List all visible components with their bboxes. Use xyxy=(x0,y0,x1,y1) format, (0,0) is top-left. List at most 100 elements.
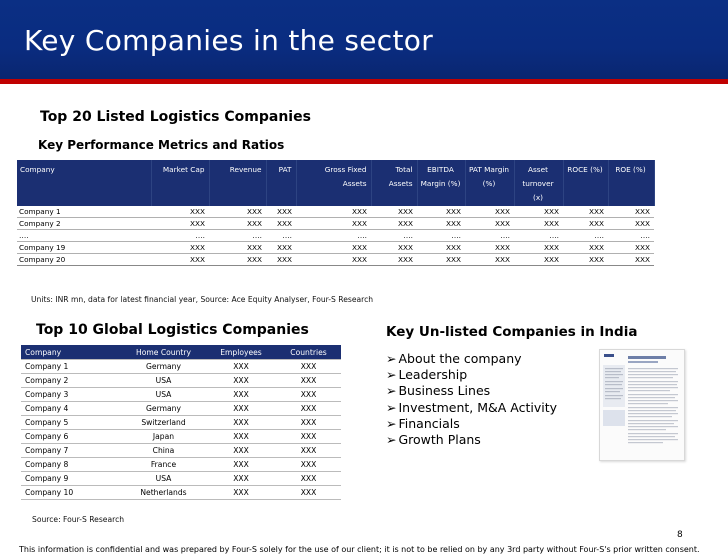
table-cell: XXX xyxy=(266,241,296,254)
table-row: Company 2 XXX XXX XXX XXX XXX XXX XXX XXX XXX XXX xyxy=(17,217,654,230)
company-name-cell: Company 5 xyxy=(21,415,121,430)
table-cell: XXX xyxy=(209,217,266,230)
table-row: Company 5 Switzerland XXX XXX xyxy=(21,415,341,430)
table-cell: XXX xyxy=(417,241,465,254)
table-cell: XXX xyxy=(206,387,276,402)
table-cell: XXX xyxy=(206,485,276,500)
table-cell: USA xyxy=(121,471,206,486)
table-cell: XXX xyxy=(206,429,276,444)
table-cell: XXX xyxy=(276,359,341,374)
table-cell: …. xyxy=(296,229,371,242)
metrics-header-row: Company Market Cap Revenue PAT Gross Fix… xyxy=(17,160,655,206)
table-cell: …. xyxy=(151,229,209,242)
table-cell: XXX xyxy=(417,253,465,266)
company-name-cell: Company 9 xyxy=(21,471,121,486)
table-row: ….….….….….….….….….….…. xyxy=(17,229,654,242)
table-cell: XXX xyxy=(371,217,417,230)
table-cell: XXX xyxy=(417,206,465,218)
metrics-table: Company Market Cap Revenue PAT Gross Fix… xyxy=(17,160,655,266)
table-cell: XXX xyxy=(608,206,654,218)
list-item: ➢ About the company xyxy=(386,351,557,367)
table-cell: XXX xyxy=(563,217,608,230)
table-row: Company 10 Netherlands XXX XXX xyxy=(21,485,341,500)
table-cell: …. xyxy=(209,229,266,242)
company-name-cell: Company 2 xyxy=(17,217,151,230)
table-cell: …. xyxy=(465,229,514,242)
table-cell: France xyxy=(121,457,206,472)
table-cell: China xyxy=(121,443,206,458)
table-cell: XXX xyxy=(276,401,341,416)
table-cell: …. xyxy=(371,229,417,242)
list-item: ➢ Growth Plans xyxy=(386,432,557,448)
table-row: Company 6 Japan XXX XXX xyxy=(21,429,341,444)
table-cell: …. xyxy=(563,229,608,242)
table-row: Company 20 XXX XXX XXX XXX XXX XXX XXX XXX XXX XXX xyxy=(17,253,654,266)
report-page-preview-icon xyxy=(600,350,684,460)
company-name-cell: Company 6 xyxy=(21,429,121,444)
table-cell: XXX xyxy=(266,253,296,266)
list-item: ➢ Investment, M&A Activity xyxy=(386,400,557,416)
table-cell: XXX xyxy=(296,206,371,218)
table-row: Company 1 Germany XXX XXX xyxy=(21,359,341,374)
list-item: ➢ Business Lines xyxy=(386,383,557,399)
table-cell: XXX xyxy=(151,217,209,230)
table-row: Company 3 USA XXX XXX xyxy=(21,387,341,402)
table-cell: XXX xyxy=(417,217,465,230)
table-cell: …. xyxy=(514,229,563,242)
table-row: Company 7 China XXX XXX xyxy=(21,443,341,458)
company-name-cell: Company 3 xyxy=(21,387,121,402)
col-header: ROCE (%) xyxy=(563,160,609,206)
table-cell: XXX xyxy=(296,217,371,230)
table-cell: XXX xyxy=(276,373,341,388)
table-cell: XXX xyxy=(465,253,514,266)
global-table-body: Company 1 Germany XXX XXX Company 2 USA XXX XXX… xyxy=(21,359,341,500)
table-row: Company 4 Germany XXX XXX xyxy=(21,401,341,416)
table-cell: XXX xyxy=(563,206,608,218)
title-bar: Key Companies in the sector xyxy=(0,0,728,79)
table-cell: XXX xyxy=(206,471,276,486)
metrics-subheading: Key Performance Metrics and Ratios xyxy=(38,138,285,152)
table-cell: XXX xyxy=(608,241,654,254)
list-item: ➢ Financials xyxy=(386,416,557,432)
table-cell: XXX xyxy=(465,206,514,218)
arrowhead-bullet-icon: ➢ xyxy=(386,399,397,415)
bullet-text: Financials xyxy=(398,415,460,431)
table-cell: XXX xyxy=(209,241,266,254)
table-cell: XXX xyxy=(276,471,341,486)
table-cell: XXX xyxy=(296,241,371,254)
title-accent-line xyxy=(0,79,728,84)
table-cell: XXX xyxy=(514,206,563,218)
report-page-thumbnail xyxy=(599,349,685,461)
col-header: Company xyxy=(17,160,152,206)
arrowhead-bullet-icon: ➢ xyxy=(386,432,397,448)
col-header: ROE (%) xyxy=(608,160,655,206)
table-cell: XXX xyxy=(514,217,563,230)
company-name-cell: Company 20 xyxy=(17,253,151,266)
table-cell: Japan xyxy=(121,429,206,444)
table-cell: XXX xyxy=(514,241,563,254)
col-header: PAT xyxy=(266,160,297,206)
company-name-cell: Company 2 xyxy=(21,373,121,388)
table-row: Company 2 USA XXX XXX xyxy=(21,373,341,388)
table-cell: XXX xyxy=(371,206,417,218)
table-cell: Netherlands xyxy=(121,485,206,500)
company-name-cell: Company 4 xyxy=(21,401,121,416)
table-cell: XXX xyxy=(276,415,341,430)
bullet-text: Business Lines xyxy=(398,383,491,399)
table-cell: XXX xyxy=(563,253,608,266)
table-cell: XXX xyxy=(206,401,276,416)
table-row: Company 19 XXX XXX XXX XXX XXX XXX XXX XXX XXX XXX xyxy=(17,241,654,254)
table-cell: XXX xyxy=(371,253,417,266)
col-header: EBITDA Margin (%) xyxy=(417,160,466,206)
company-name-cell: Company 7 xyxy=(21,443,121,458)
global-table: Company Home Country Employees Countries… xyxy=(21,345,341,500)
bullet-text: Leadership xyxy=(398,367,468,383)
company-name-cell: Company 10 xyxy=(21,485,121,500)
table-cell: USA xyxy=(121,373,206,388)
col-header: Company xyxy=(21,345,121,360)
table-cell: USA xyxy=(121,387,206,402)
table-cell: XXX xyxy=(276,387,341,402)
page-number: 8 xyxy=(677,530,683,540)
col-header: PAT Margin (%) xyxy=(465,160,515,206)
table-cell: Switzerland xyxy=(121,415,206,430)
